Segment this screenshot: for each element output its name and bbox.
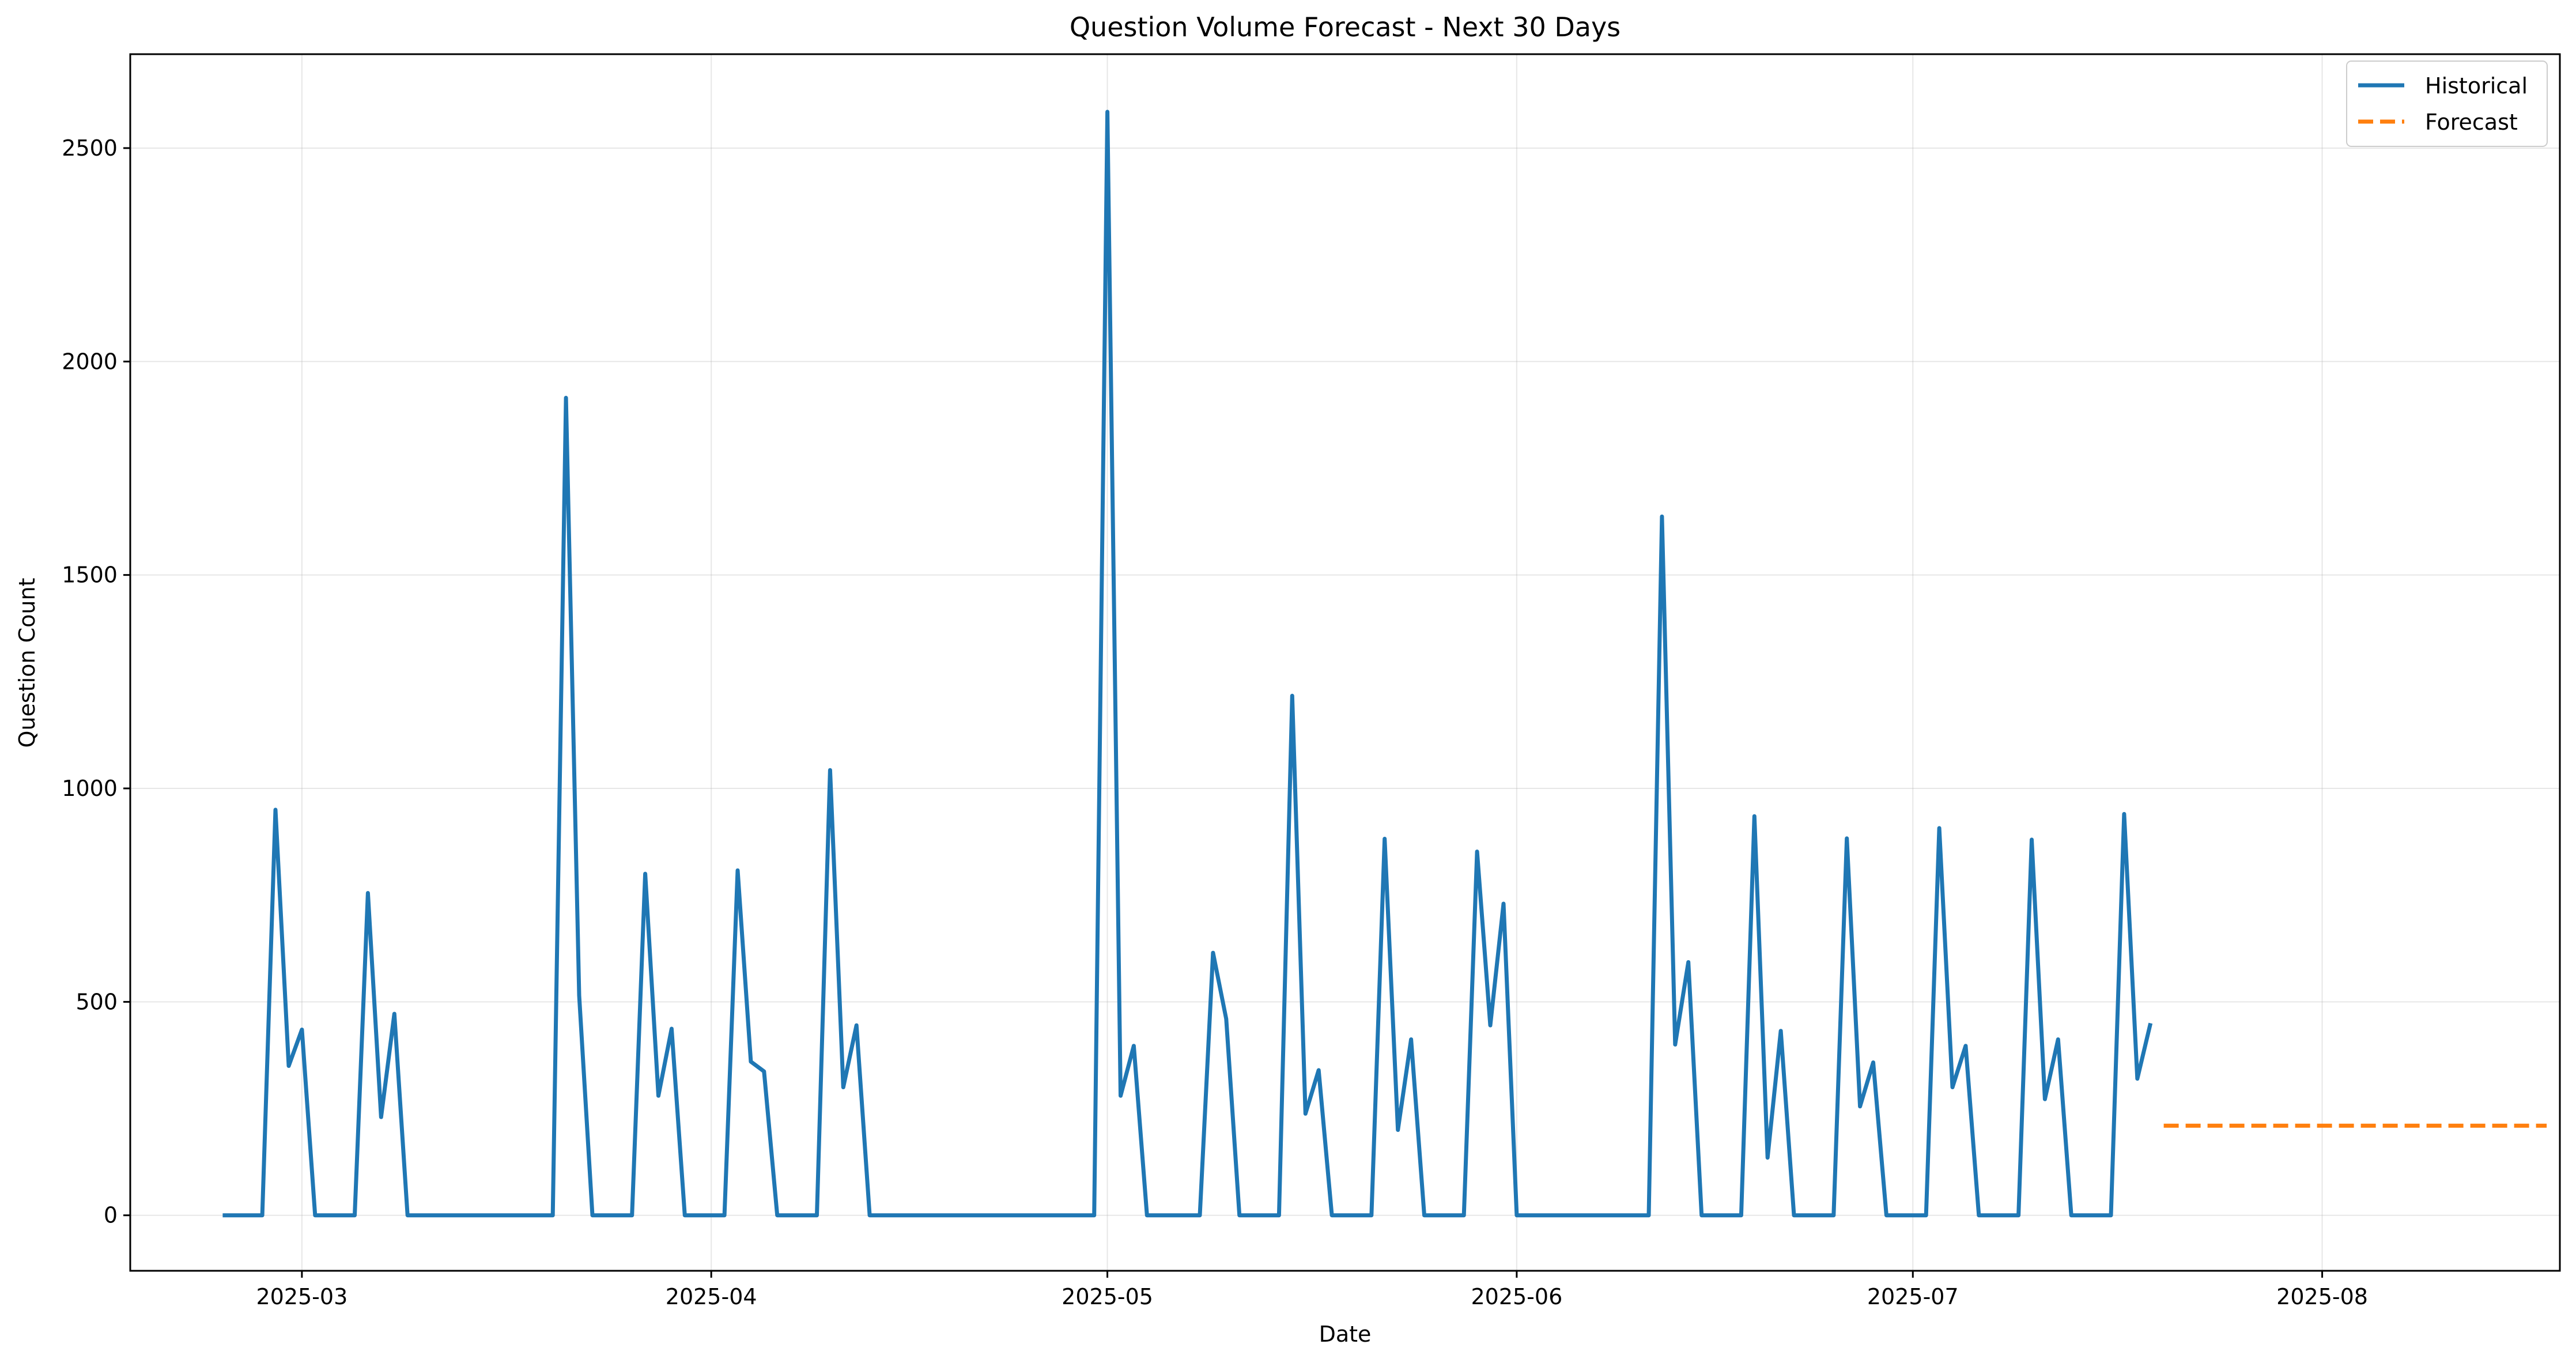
legend-historical-label: Historical [2425, 73, 2528, 99]
x-axis-label: Date [1319, 1322, 1372, 1347]
series-line-historical [222, 110, 2153, 1218]
axis-ticks: 2025-03 2025-04 2025-05 2025-06 2025-07 2025-… [62, 135, 2368, 1309]
x-tick-label: 2025-03 [256, 1284, 348, 1309]
y-tick-label: 1000 [62, 776, 118, 801]
x-tick-label: 2025-07 [1867, 1284, 1959, 1309]
x-tick-label: 2025-06 [1471, 1284, 1562, 1309]
y-tick-label: 2000 [62, 349, 118, 374]
legend-forecast-label: Forecast [2425, 110, 2518, 135]
y-tick-label: 1500 [62, 562, 118, 588]
plot-series [222, 110, 2547, 1218]
legend-box [2346, 61, 2548, 147]
legend: Historical Forecast [2346, 61, 2548, 147]
x-tick-label: 2025-04 [666, 1284, 757, 1309]
chart-title: Question Volume Forecast - Next 30 Days [1070, 12, 1621, 43]
y-tick-label: 2500 [62, 135, 118, 161]
x-tick-label: 2025-05 [1062, 1284, 1153, 1309]
y-tick-label: 500 [75, 989, 118, 1014]
x-tick-label: 2025-08 [2276, 1284, 2368, 1309]
y-tick-label: 0 [104, 1203, 118, 1228]
y-axis-label: Question Count [14, 578, 40, 748]
plot-area-frame [129, 53, 2561, 1272]
